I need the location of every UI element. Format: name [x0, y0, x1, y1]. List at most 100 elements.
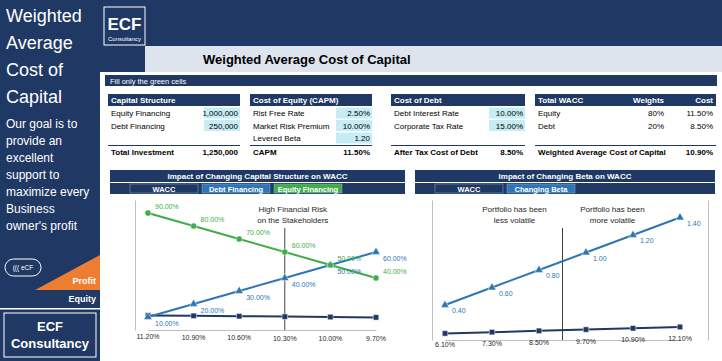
cell-value: 10.00% [496, 109, 523, 118]
data-label: 10.60% [227, 334, 251, 341]
input-cell [489, 120, 525, 131]
badge-text: ((( eCF [13, 264, 34, 272]
header-bg [100, 0, 722, 72]
legend-entry: Equity Financing [278, 185, 339, 194]
logo-box [104, 7, 145, 45]
data-label: 1.40 [687, 220, 701, 227]
y-axis-line [135, 201, 136, 331]
tagline: provide an [6, 134, 62, 148]
marker [583, 327, 588, 332]
marker [373, 275, 379, 281]
input-cell [336, 133, 372, 144]
cell-value: 11.50% [686, 109, 713, 118]
badge [5, 259, 41, 276]
data-label: 11.20% [136, 333, 159, 340]
y-axis-line [432, 201, 433, 341]
total-label: After Tax Cost of Debt [394, 148, 478, 157]
table-header-bg [250, 94, 372, 106]
marker [677, 324, 682, 329]
cell-value: 8.50% [690, 122, 713, 131]
tagline: Our goal is to [6, 117, 78, 131]
row-label: Debt Financing [111, 122, 165, 131]
marker [441, 300, 449, 307]
legend-entry: Changing Beta [515, 185, 569, 194]
data-label: 30.00% [246, 294, 270, 301]
y2-axis-line [708, 201, 709, 341]
row-label: Corporate Tax Rate [394, 122, 464, 131]
data-label: 6.10% [435, 341, 455, 348]
table-header-bg [535, 94, 716, 106]
cell-value: 20% [648, 122, 664, 131]
marker [236, 313, 241, 318]
legend-swatch [507, 184, 575, 193]
marker [488, 283, 496, 290]
chart-title: Impact of Changing Capital Structure on … [167, 172, 347, 181]
marker [442, 331, 447, 336]
data-label: 80.00% [201, 216, 225, 223]
marker [630, 326, 635, 331]
data-label: 50.00% [337, 255, 361, 262]
row-label: Debt [538, 122, 556, 131]
brand: ECF [37, 319, 63, 334]
sidebar-title: Capital [6, 87, 62, 107]
cell-value: 2.50% [347, 109, 370, 118]
data-label: 0.80 [546, 272, 560, 279]
data-label: 10.00% [155, 320, 179, 327]
annotation: Portfolio has been [482, 205, 547, 214]
annotation: on the Stakeholders [257, 216, 328, 225]
total-value: 11.50% [343, 148, 370, 157]
row-label: Equity [538, 109, 560, 118]
table-rule [108, 145, 240, 146]
divider [562, 228, 563, 340]
sidebar-divider [0, 308, 100, 310]
cell-value: 250,000 [209, 122, 238, 131]
input-cell [204, 120, 240, 131]
logo: ECF [108, 15, 142, 34]
annotation: more volatile [590, 216, 636, 225]
logo-sub: Consultancy [108, 36, 141, 42]
sidebar-title: Cost of [6, 60, 64, 80]
marker [191, 223, 197, 229]
marker [373, 315, 378, 320]
data-label: 40.00% [383, 268, 407, 275]
chart: Impact of Changing Beta on WACCWACCChang… [415, 170, 715, 348]
series-line [445, 327, 680, 333]
data-label: 60.00% [292, 242, 316, 249]
row-label: Equity Financing [111, 109, 170, 118]
data-label: 9.70% [576, 338, 596, 345]
data-label: 50.00% [337, 268, 361, 275]
table-header: Weights [633, 96, 665, 105]
data-label: 90.00% [155, 203, 179, 210]
chart: Impact of Changing Capital Structure on … [110, 170, 407, 342]
chart-title: Impact of Changing Beta on WACC [499, 172, 632, 181]
legend-bg [415, 183, 715, 194]
legend-swatch [274, 184, 342, 193]
series-line [148, 213, 376, 278]
marker [236, 236, 242, 242]
row-label: Rist Free Rate [253, 109, 305, 118]
x-axis-line [446, 340, 681, 341]
marker [235, 286, 243, 293]
data-label: 8.50% [529, 339, 549, 346]
sidebar-title: Weighted [6, 6, 82, 26]
y2-axis [708, 201, 709, 341]
series-line [148, 315, 376, 317]
table-header: Cost [695, 96, 713, 105]
table-header: Capital Structure [111, 96, 176, 105]
cell-value: 1,000,000 [202, 109, 238, 118]
page: WeightedAverageCost ofCapitalOur goal is… [0, 0, 722, 361]
total-value: 10.90% [686, 148, 713, 157]
data-label: 1.20 [640, 237, 654, 244]
tagline: maximize every [6, 185, 89, 199]
legend-entry: Debt Financing [209, 185, 264, 194]
marker [144, 312, 152, 319]
row-label: Debt Interest Rate [394, 109, 459, 118]
legend-entry: WACC [153, 185, 176, 194]
total-value: 1,250,000 [202, 148, 238, 157]
marker [281, 273, 289, 280]
data-label: 10.90% [621, 336, 645, 343]
marker [145, 210, 151, 216]
brand-box [4, 313, 96, 357]
data-label: 60.00% [383, 255, 407, 262]
marker [489, 329, 494, 334]
